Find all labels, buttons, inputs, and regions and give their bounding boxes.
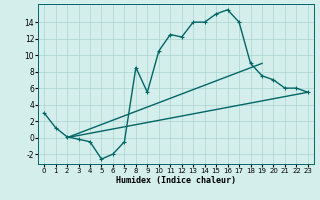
X-axis label: Humidex (Indice chaleur): Humidex (Indice chaleur)	[116, 176, 236, 185]
